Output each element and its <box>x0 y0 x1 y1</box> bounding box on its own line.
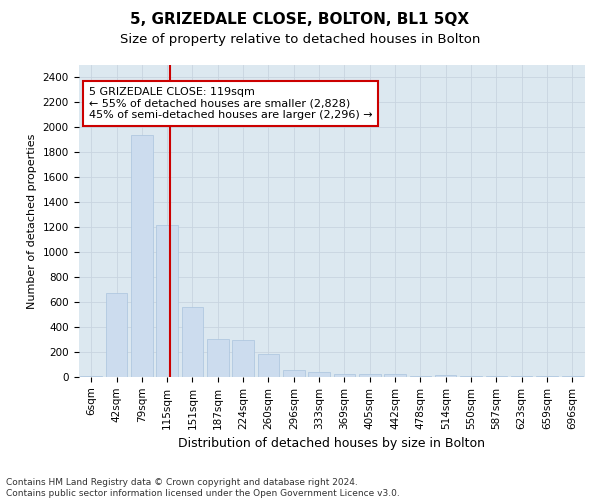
Text: Size of property relative to detached houses in Bolton: Size of property relative to detached ho… <box>120 32 480 46</box>
Bar <box>80 376 102 377</box>
Text: Contains HM Land Registry data © Crown copyright and database right 2024.
Contai: Contains HM Land Registry data © Crown c… <box>6 478 400 498</box>
Y-axis label: Number of detached properties: Number of detached properties <box>27 133 37 308</box>
Bar <box>410 376 431 377</box>
Bar <box>182 307 203 377</box>
Bar <box>157 224 178 377</box>
Bar <box>308 372 330 377</box>
Text: 5, GRIZEDALE CLOSE, BOLTON, BL1 5QX: 5, GRIZEDALE CLOSE, BOLTON, BL1 5QX <box>130 12 470 28</box>
Bar <box>359 374 380 377</box>
Bar <box>334 374 355 377</box>
Bar <box>232 340 254 377</box>
Bar <box>131 135 152 377</box>
Bar <box>435 376 457 377</box>
Bar <box>283 370 305 377</box>
X-axis label: Distribution of detached houses by size in Bolton: Distribution of detached houses by size … <box>178 437 485 450</box>
Text: 5 GRIZEDALE CLOSE: 119sqm
← 55% of detached houses are smaller (2,828)
45% of se: 5 GRIZEDALE CLOSE: 119sqm ← 55% of detac… <box>89 87 372 120</box>
Bar <box>257 354 279 377</box>
Bar <box>207 340 229 377</box>
Bar <box>106 294 127 377</box>
Bar <box>385 374 406 377</box>
